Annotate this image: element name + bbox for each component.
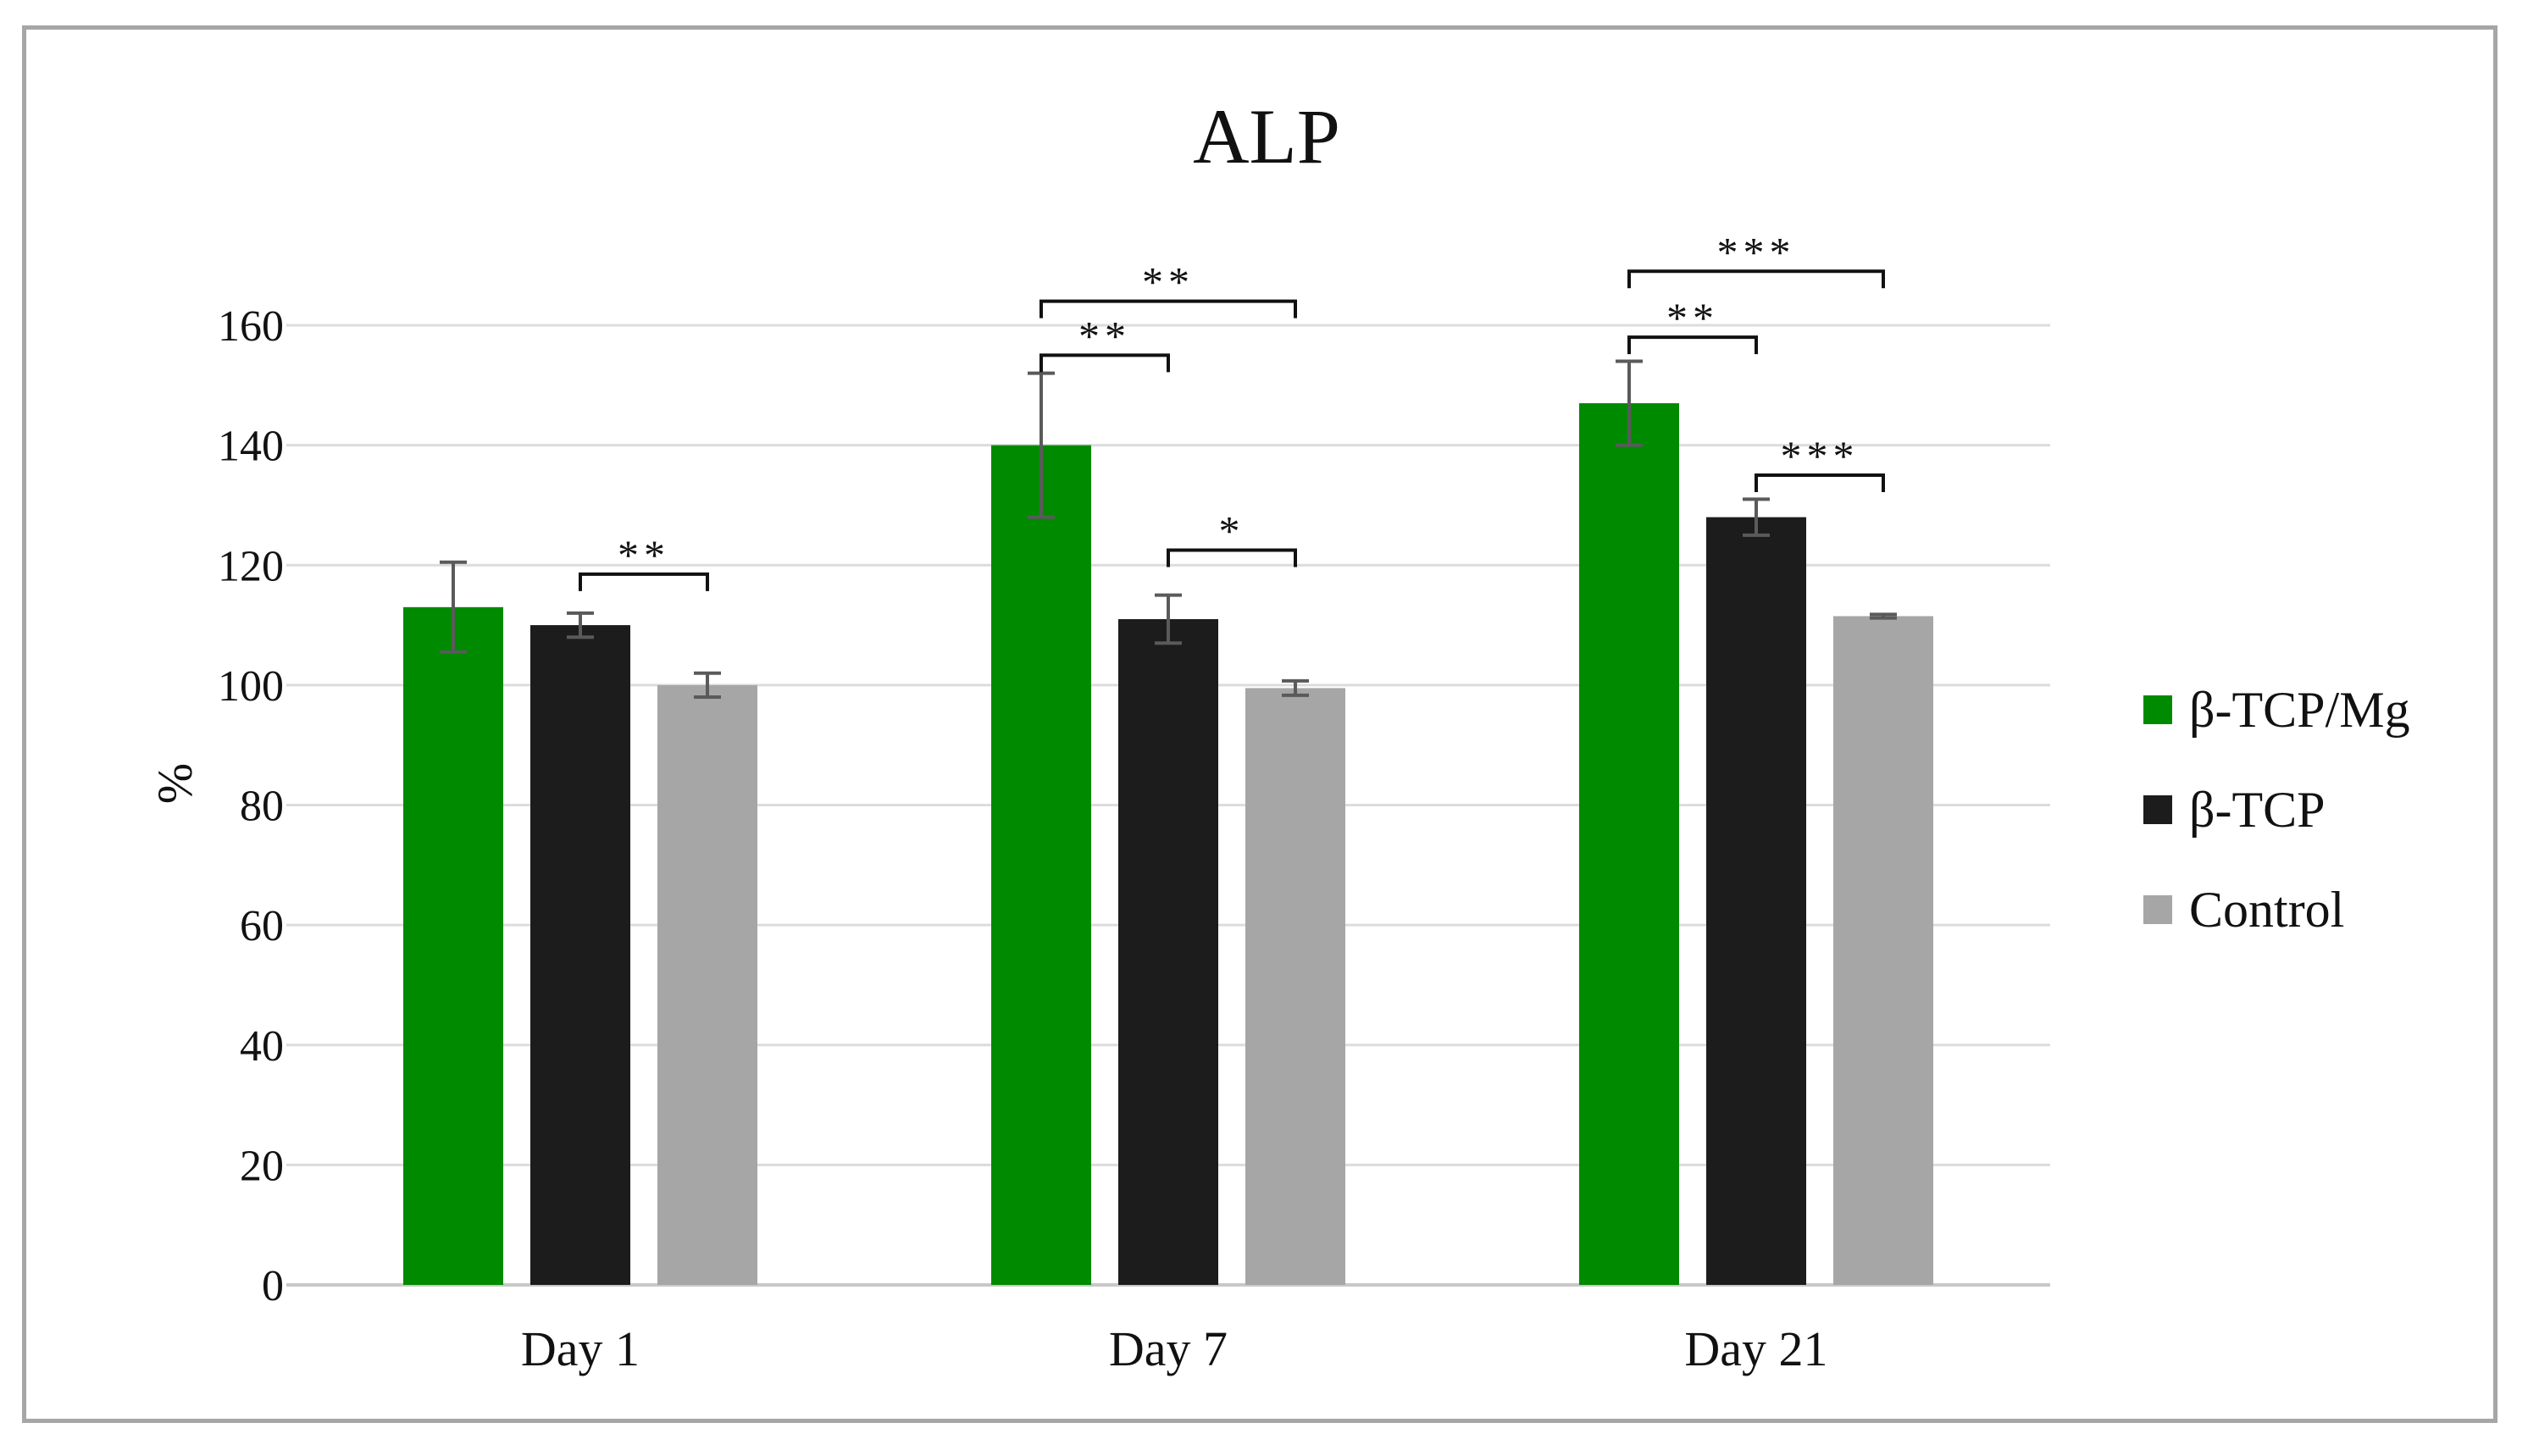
significance-label: **: [618, 531, 670, 579]
significance-bracket: **: [1039, 312, 1170, 373]
y-tick-label: 100: [218, 662, 284, 711]
error-bar: [1155, 593, 1182, 645]
legend-label: Control: [2189, 882, 2344, 938]
significance-annotations: ***************: [579, 228, 1885, 591]
error-bar: [694, 671, 721, 700]
significance-label: *: [1219, 507, 1245, 555]
significance-label: ***: [1717, 228, 1796, 275]
y-tick-label: 160: [218, 302, 284, 351]
legend-item: β-TCP: [2143, 782, 2326, 838]
y-tick-label: 80: [240, 783, 284, 831]
legend-label: β-TCP/Mg: [2189, 682, 2410, 738]
error-bar: [1743, 497, 1770, 537]
error-bar: [567, 611, 594, 639]
significance-bracket: **: [1039, 258, 1297, 318]
x-axis-labels: Day 1 Day 7 Day 21: [521, 1321, 1828, 1376]
significance-bracket: **: [1627, 294, 1758, 355]
bar: [1833, 616, 1933, 1285]
legend-item: β-TCP/Mg: [2143, 682, 2410, 738]
x-tick-label: Day 7: [1109, 1321, 1228, 1376]
significance-bracket: *: [1167, 507, 1297, 567]
legend-swatch: [2143, 695, 2172, 724]
significance-bracket: ***: [1627, 228, 1885, 289]
bar: [657, 684, 757, 1285]
bar: [1118, 618, 1218, 1285]
legend: β-TCP/Mg β-TCP Control: [2143, 682, 2410, 938]
bar: [1245, 688, 1345, 1285]
bar: [403, 606, 503, 1285]
error-bar: [1616, 359, 1643, 447]
error-bar: [1028, 371, 1055, 519]
legend-swatch: [2143, 895, 2172, 924]
y-tick-label: 40: [240, 1022, 284, 1071]
legend-swatch: [2143, 795, 2172, 824]
significance-label: **: [1142, 258, 1195, 306]
y-tick-label: 0: [262, 1262, 284, 1310]
legend-item: Control: [2143, 882, 2344, 938]
error-bar: [440, 560, 467, 654]
bars: [403, 403, 1933, 1285]
error-bar: [1282, 678, 1309, 697]
chart-title: ALP: [1193, 93, 1340, 180]
y-axis-ticks: 0 20 40 60 80 100 120 140 160: [218, 302, 284, 1310]
bar: [991, 445, 1091, 1285]
y-tick-label: 140: [218, 423, 284, 471]
significance-label: **: [1078, 312, 1131, 359]
significance-label: **: [1666, 294, 1719, 341]
bar: [530, 625, 630, 1285]
significance-bracket: ***: [1755, 432, 1885, 493]
x-tick-label: Day 1: [521, 1321, 640, 1376]
significance-bracket: **: [579, 531, 709, 591]
legend-label: β-TCP: [2189, 782, 2326, 838]
y-tick-label: 60: [240, 902, 284, 950]
error-bar: [1870, 612, 1897, 620]
bar: [1706, 517, 1806, 1285]
y-tick-label: 20: [240, 1142, 284, 1190]
bar: [1579, 403, 1679, 1285]
y-tick-label: 120: [218, 542, 284, 590]
error-bars: [440, 359, 1897, 700]
significance-label: ***: [1781, 432, 1860, 479]
x-tick-label: Day 21: [1684, 1321, 1827, 1376]
y-axis-label: %: [148, 763, 203, 804]
